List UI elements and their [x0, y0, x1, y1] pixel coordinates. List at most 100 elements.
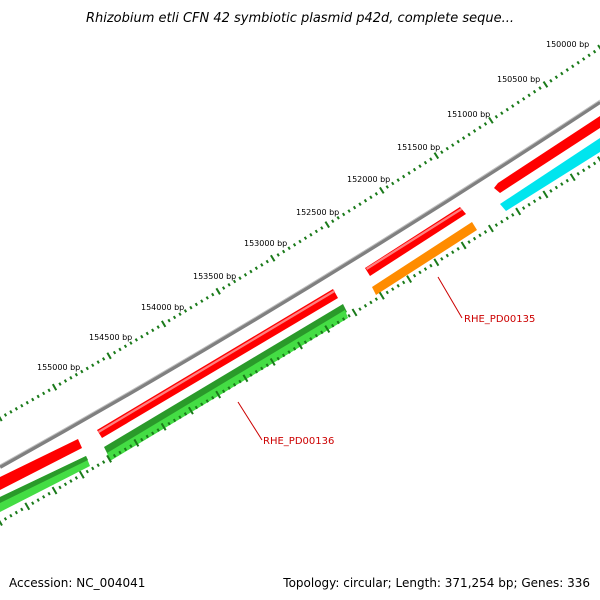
gene-bar-rhe-pd00136[interactable]	[104, 304, 347, 455]
gene-bar[interactable]	[500, 138, 600, 211]
inner-tick	[374, 297, 378, 301]
ruler-tick	[91, 363, 95, 368]
ruler-tick	[309, 232, 313, 237]
inner-tick	[118, 450, 122, 455]
ruler-tick	[429, 157, 433, 161]
ruler-tick	[112, 350, 117, 355]
inner-tick	[581, 168, 586, 173]
inner-tick	[106, 454, 112, 463]
feature-bar[interactable]	[97, 289, 338, 438]
ruler-tick	[516, 100, 520, 105]
inner-tick	[331, 323, 335, 328]
inner-tick	[265, 363, 269, 367]
tick-label: 152500 bp	[296, 208, 339, 217]
inner-tick	[200, 402, 204, 407]
feature-bar[interactable]	[365, 207, 466, 276]
inner-tick	[369, 300, 373, 305]
inner-tick	[63, 482, 68, 487]
inner-tick	[292, 346, 297, 351]
ruler-tick	[102, 357, 106, 361]
ruler-tick	[140, 334, 144, 339]
gene-label-rhe-pd00135[interactable]: RHE_PD00135	[464, 314, 535, 325]
inner-tick	[112, 453, 117, 458]
inner-tick	[429, 263, 433, 268]
inner-tick	[320, 330, 324, 335]
ruler-tick	[281, 249, 286, 254]
ruler-tick	[51, 383, 58, 391]
ruler-tick	[254, 266, 258, 271]
inner-tick	[542, 190, 549, 199]
inner-tick	[527, 202, 531, 207]
inner-tick	[0, 519, 3, 526]
ruler-tick	[249, 269, 253, 274]
ruler-tick	[407, 171, 411, 175]
ruler-tick	[80, 369, 84, 374]
inner-tick	[309, 337, 313, 341]
inner-tick	[401, 280, 406, 285]
gene-label-rhe-pd00136[interactable]: RHE_PD00136	[263, 436, 334, 447]
inner-tick	[172, 418, 177, 423]
ruler-tick	[363, 198, 368, 203]
ruler-tick	[25, 400, 29, 405]
feature-bar[interactable]	[0, 439, 82, 490]
tick-label: 150000 bp	[546, 40, 589, 49]
ruler-tick	[232, 279, 237, 284]
inner-tick	[96, 463, 100, 468]
inner-tick	[178, 415, 182, 419]
inner-tick	[3, 517, 8, 521]
ruler-tick	[14, 407, 18, 411]
ruler-tick	[352, 205, 357, 210]
gene-label-leader	[237, 401, 263, 441]
ruler-tick	[336, 216, 340, 220]
ruler-tick	[549, 79, 553, 83]
ruler-tick	[3, 413, 8, 417]
ruler-tick	[9, 410, 13, 414]
ruler-tick	[341, 212, 346, 217]
inner-tick	[20, 507, 24, 512]
ruler-tick	[483, 122, 488, 126]
ruler-tick	[74, 372, 78, 377]
ruler-tick	[369, 195, 373, 200]
gene-row	[0, 138, 600, 512]
inner-tick	[378, 291, 385, 300]
inner-tick	[597, 156, 600, 162]
inner-tick	[24, 502, 31, 511]
inner-tick	[160, 422, 167, 431]
inner-tick	[483, 230, 488, 234]
inner-tick	[254, 369, 258, 374]
inner-tick	[215, 390, 222, 399]
inner-tick	[47, 491, 51, 496]
ruler-tick	[467, 132, 471, 137]
feature-bar[interactable]	[494, 116, 600, 193]
inner-tick	[276, 356, 280, 361]
map-title: Rhizobium etli CFN 42 symbiotic plasmid …	[86, 11, 514, 26]
ruler-tick	[374, 192, 379, 196]
ruler-tick	[167, 318, 171, 323]
ruler-tick	[69, 376, 73, 380]
inner-tick	[242, 374, 249, 383]
inner-tick	[511, 213, 515, 217]
inner-tick	[494, 223, 499, 227]
tick-label: 155000 bp	[37, 363, 80, 372]
tick-label: 153500 bp	[193, 272, 236, 281]
tick-label: 151500 bp	[397, 143, 440, 152]
ruler-tick	[222, 286, 226, 290]
gene-bar-edge	[0, 456, 88, 503]
inner-tick	[303, 340, 308, 345]
ruler-tick	[106, 352, 112, 360]
inner-tick	[569, 173, 576, 182]
inner-tick	[363, 303, 368, 308]
ruler-tick	[554, 75, 559, 80]
inner-tick	[287, 350, 291, 354]
ruler-tick	[85, 366, 89, 371]
gene-bar-rhe-pd00135[interactable]	[372, 222, 477, 295]
ruler-tick	[276, 253, 280, 257]
ruler-tick	[527, 93, 531, 98]
inner-tick	[440, 257, 444, 261]
ruler-tick	[597, 44, 600, 50]
inner-tick	[74, 476, 78, 480]
tick-label: 150500 bp	[497, 75, 540, 84]
inner-tick	[133, 438, 140, 447]
feature-bar-highlight	[98, 290, 335, 433]
tick-label: 153000 bp	[244, 239, 287, 248]
